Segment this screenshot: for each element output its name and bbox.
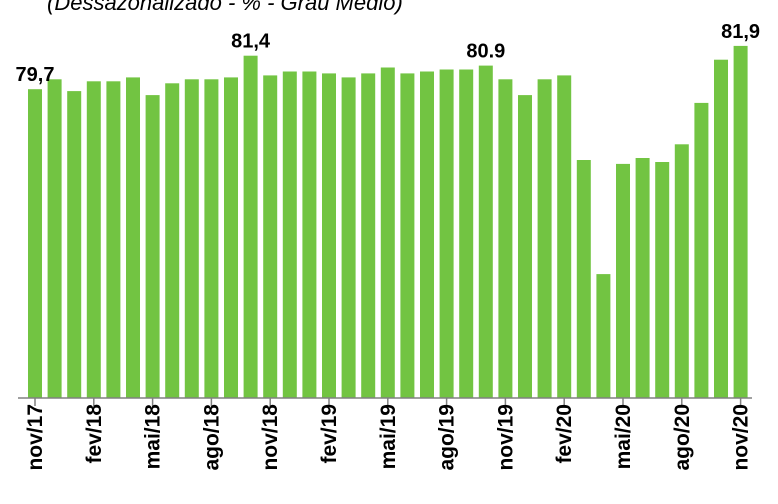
bar-ago/19 [439, 69, 454, 398]
data-label: 81,9 [721, 21, 760, 43]
bar-nov/18 [263, 75, 278, 399]
bar-fev/18 [86, 81, 101, 399]
bar-jan/18 [67, 91, 82, 398]
bar-mai/18 [145, 95, 160, 398]
bar-jun/18 [165, 83, 180, 399]
bar-jan/20 [537, 79, 552, 399]
data-label: 79,7 [16, 64, 55, 86]
bar-out/20 [714, 59, 728, 398]
bar-jul/19 [420, 71, 434, 398]
bar-abr/20 [596, 274, 611, 398]
bar-mar/18 [106, 81, 121, 399]
x-tick-label: nov/17 [24, 404, 47, 471]
x-tick-label: ago/19 [436, 404, 459, 471]
bar-jan/19 [302, 71, 317, 398]
x-tick-label: ago/20 [671, 404, 694, 471]
bar-jun/19 [400, 73, 415, 399]
bar-mai/19 [380, 67, 395, 398]
bar-ago/18 [204, 79, 219, 399]
bar-jun/20 [635, 158, 650, 398]
bar-fev/19 [322, 73, 336, 399]
bar-set/19 [459, 69, 474, 398]
data-label: 81,4 [231, 31, 271, 53]
bar-jul/20 [655, 162, 670, 398]
x-tick-label: nov/18 [259, 404, 282, 471]
x-tick-label: mai/18 [142, 404, 165, 470]
data-label: 80.9 [466, 41, 505, 63]
x-tick-label: nov/20 [730, 404, 753, 471]
x-tick-label: ago/18 [200, 404, 223, 471]
bar-dez/18 [282, 71, 297, 398]
x-tick-label: mai/19 [377, 404, 400, 469]
x-tick-label: fev/19 [318, 404, 341, 464]
x-tick-label: fev/18 [83, 404, 106, 464]
bar-nov/17 [28, 89, 42, 398]
bar-set/20 [694, 102, 709, 399]
bar-jul/18 [184, 79, 199, 399]
x-tick-label: fev/20 [553, 404, 576, 464]
bar-out/18 [243, 55, 258, 398]
bar-set/18 [224, 77, 238, 399]
bars-group [28, 45, 748, 399]
x-axis-ticks: nov/17 fev/18 mai/18 ago/18 nov/18 fev/19 mai/… [24, 398, 753, 471]
bar-dez/19 [518, 95, 532, 398]
bar-abr/18 [126, 77, 140, 399]
bar-abr/19 [361, 73, 376, 399]
bar-ago/20 [674, 144, 689, 398]
data-labels-group: 79,7 81,4 80.9 81,9 [16, 21, 761, 86]
x-tick-label: mai/20 [612, 404, 635, 469]
chart-subtitle: (Dessazonalizado - % - Grau Médio) [47, 0, 403, 15]
bar-nov/20 [733, 45, 748, 399]
bar-nov/19 [498, 79, 513, 399]
bar-dez/17 [47, 79, 62, 399]
bar-mar/19 [341, 77, 356, 399]
bar-mar/20 [576, 160, 591, 398]
bar-mai/20 [616, 163, 630, 398]
x-tick-label: nov/19 [494, 404, 517, 471]
bar-fev/20 [557, 75, 572, 399]
bar-out/19 [478, 65, 493, 398]
